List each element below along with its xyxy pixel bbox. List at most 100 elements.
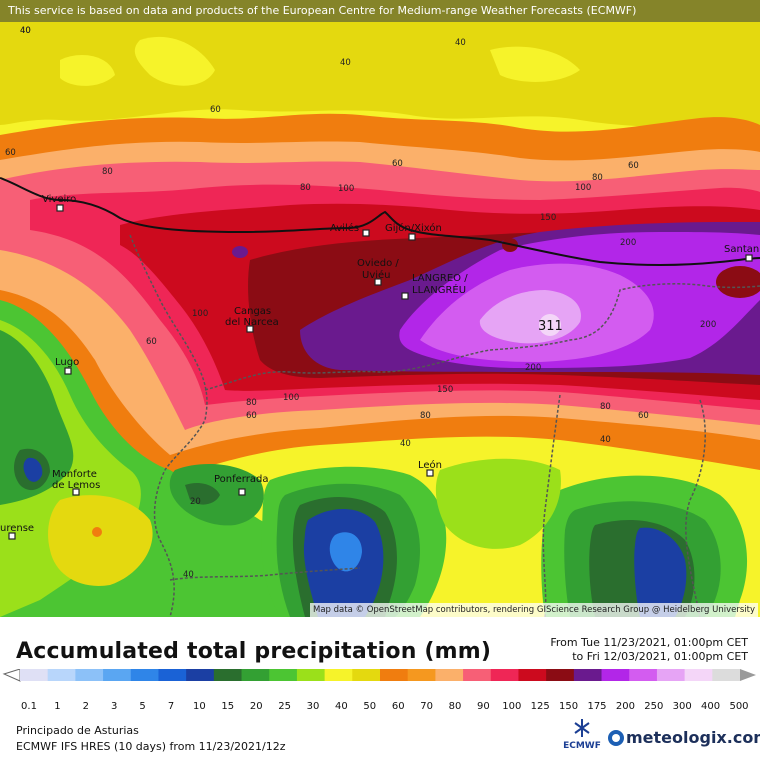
scale-swatch	[269, 669, 298, 681]
meteologix-logo-text: meteologix.com	[626, 728, 760, 747]
scale-swatch	[241, 669, 270, 681]
map-attribution: Map data © OpenStreetMap contributors, r…	[310, 603, 758, 617]
contour-label: 80	[300, 183, 311, 193]
contour-label: 40	[400, 439, 411, 449]
scale-swatch	[435, 669, 464, 681]
contour-label: 200	[525, 363, 541, 373]
scale-label: 150	[559, 701, 578, 712]
field-spot-santander	[716, 266, 760, 298]
contour-label: 100	[192, 309, 208, 319]
city-label: LLANGRÉU	[412, 283, 466, 296]
scale-label: 2	[83, 701, 89, 712]
peak-value-label: 311	[538, 319, 563, 334]
scale-label: 250	[644, 701, 663, 712]
city-label: Uviéu	[362, 269, 391, 281]
scale-label: 175	[587, 701, 606, 712]
scale-swatch	[490, 669, 519, 681]
contour-label: 80	[246, 398, 257, 408]
city-marker	[56, 204, 64, 212]
field-40-sw	[48, 495, 153, 586]
period-to: to Fri 12/03/2021, 01:00pm CET	[572, 650, 748, 663]
scale-label: 1	[54, 701, 60, 712]
scale-label: 25	[278, 701, 291, 712]
contour-label: 80	[600, 402, 611, 412]
scale-label: 70	[420, 701, 433, 712]
scale-swatch	[324, 669, 353, 681]
city-label: Gijón/Xixón	[385, 222, 442, 234]
scale-swatch	[213, 669, 243, 681]
precipitation-map: 40 40 40 60 60 60 60 80 80 80 100 100 150 200 200 200 10…	[0, 0, 760, 617]
scale-swatch	[712, 669, 741, 681]
contour-label: 150	[437, 385, 453, 395]
scale-label: 90	[477, 701, 490, 712]
city-label: Ponferrada	[214, 474, 268, 485]
scale-swatch	[158, 669, 187, 681]
contour-label: 100	[283, 393, 299, 403]
contour-label: 60	[638, 411, 649, 421]
contour-label: 80	[420, 411, 431, 421]
city-markers: Viveiro Avilés Gijón/Xixón Oviedo /Uviéu LAN…	[0, 194, 759, 540]
model-run: ECMWF IFS HRES (10 days) from 11/23/2021…	[16, 740, 286, 753]
city-marker	[238, 488, 246, 496]
region-name: Principado de Asturias	[16, 724, 139, 737]
scale-label: 15	[221, 701, 234, 712]
ecmwf-mark-icon	[572, 717, 592, 739]
scale-swatch	[684, 669, 713, 681]
scale-label: 10	[193, 701, 206, 712]
scale-label: 50	[363, 701, 376, 712]
border-east	[685, 399, 706, 617]
city-marker	[374, 278, 382, 286]
city-marker	[401, 292, 409, 300]
scale-label: 20	[250, 701, 263, 712]
contour-label: 200	[700, 320, 716, 330]
scale-swatch	[352, 669, 381, 681]
city-marker	[362, 229, 370, 237]
scale-swatch	[573, 669, 603, 681]
scale-label: 0.1	[21, 701, 37, 712]
city-label: Viveiro	[42, 194, 76, 205]
scale-swatch	[407, 669, 436, 681]
contour-label: 100	[575, 183, 591, 193]
scale-label: 400	[701, 701, 720, 712]
scale-label: 100	[502, 701, 521, 712]
scale-label: 3	[111, 701, 117, 712]
city-marker	[426, 469, 434, 477]
city-label: LANGREO /	[412, 273, 468, 284]
city-label: Santan	[724, 244, 759, 255]
city-marker	[8, 532, 16, 540]
contour-label: 60	[392, 159, 403, 169]
city-marker	[408, 233, 416, 241]
scale-swatch	[130, 669, 159, 681]
border-galicia	[129, 234, 208, 617]
scale-label: 5	[139, 701, 145, 712]
scale-label: 40	[335, 701, 348, 712]
legend-panel: Accumulated total precipitation (mm) Fro…	[0, 617, 760, 760]
city-label: Avilés	[330, 222, 359, 234]
scale-swatch	[296, 669, 326, 681]
city-label: del Narcea	[225, 317, 279, 328]
scale-swatch	[380, 669, 409, 681]
coastline	[0, 177, 760, 266]
contour-label: 100	[338, 184, 354, 194]
scale-label: 200	[616, 701, 635, 712]
field-40-patch-3	[490, 46, 580, 82]
city-label: León	[418, 459, 442, 471]
city-marker	[72, 488, 80, 496]
meteologix-globe-icon	[608, 730, 624, 746]
field-15-pf	[185, 483, 220, 505]
contour-label: 80	[102, 167, 113, 177]
border-asturias-leon	[204, 283, 760, 391]
scale-swatch	[75, 669, 104, 681]
contour-label: 60	[146, 337, 157, 347]
border-leon-east	[542, 394, 561, 617]
field-40-patch-2	[60, 55, 115, 86]
contour-label: 150	[540, 213, 556, 223]
ecmwf-notice: This service is based on data and produc…	[0, 0, 760, 22]
field-40-patch	[134, 36, 215, 86]
city-marker	[246, 325, 254, 333]
contour-label: 60	[246, 411, 257, 421]
contour-label: 40	[183, 570, 194, 580]
color-scale: 0.1 1 2 3 5 7 10 15 20 25 30 40 50 60 70 80 90 100 125 150 1…	[2, 669, 756, 712]
